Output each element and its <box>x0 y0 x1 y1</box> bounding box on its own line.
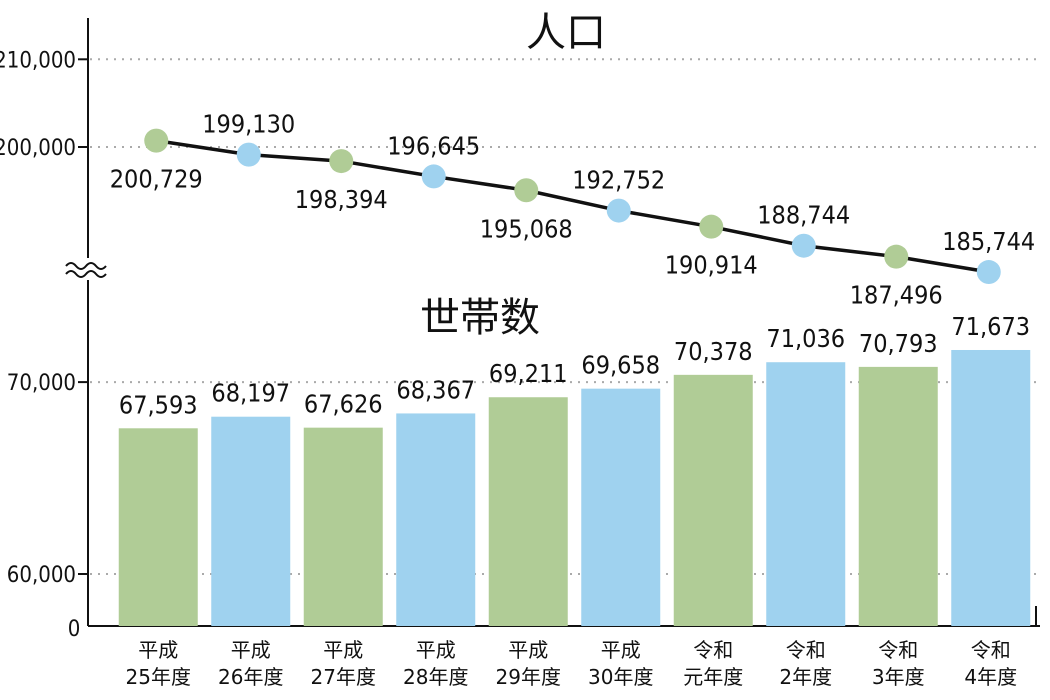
population-value-label: 187,496 <box>850 281 943 310</box>
population-point <box>329 149 354 174</box>
bar-value-label: 67,626 <box>304 390 383 419</box>
population-point <box>421 164 446 189</box>
population-point <box>884 244 909 269</box>
bar-value-label: 67,593 <box>119 390 198 419</box>
x-tick-label-era: 平成 <box>231 638 271 662</box>
bar-value-label: 70,793 <box>859 329 938 358</box>
population-chart-title: 人口 <box>526 10 606 56</box>
x-tick-label-era: 令和 <box>786 638 826 662</box>
population-point <box>699 214 724 239</box>
population-value-label: 198,394 <box>295 185 388 214</box>
axis-break-mark <box>65 262 107 270</box>
population-point <box>791 233 816 258</box>
households-chart-title: 世帯数 <box>420 295 540 341</box>
x-tick-label-year: 26年度 <box>218 665 283 689</box>
bar-value-label: 68,197 <box>211 379 290 408</box>
population-point <box>236 142 261 167</box>
bar <box>396 413 476 626</box>
bar-value-label: 69,211 <box>489 359 568 388</box>
bar <box>673 374 753 626</box>
bar-value-label: 69,658 <box>581 351 660 380</box>
bar <box>118 428 198 626</box>
x-tick-label-year: 28年度 <box>403 665 468 689</box>
bar <box>211 416 291 626</box>
population-point <box>514 178 539 203</box>
y-tick-label: 210,000 <box>0 48 76 73</box>
bar-value-label: 68,367 <box>396 375 475 404</box>
bar-value-label: 71,673 <box>951 312 1030 341</box>
population-value-label: 185,744 <box>942 227 1035 256</box>
population-value-label: 196,645 <box>387 131 480 160</box>
population-value-label: 195,068 <box>480 214 573 243</box>
population-point <box>144 128 169 153</box>
bar <box>303 427 383 626</box>
y-tick-label: 60,000 <box>7 563 76 588</box>
bar <box>581 388 661 626</box>
y-tick-label: 200,000 <box>0 136 76 161</box>
bar <box>951 349 1031 626</box>
population-value-label: 188,744 <box>757 201 850 230</box>
x-tick-label-era: 令和 <box>971 638 1011 662</box>
x-tick-label-year: 25年度 <box>126 665 191 689</box>
x-tick-label-year: 元年度 <box>683 665 743 689</box>
x-tick-label-year: 27年度 <box>311 665 376 689</box>
population-point <box>606 198 631 223</box>
population-value-label: 190,914 <box>665 251 758 280</box>
x-tick-label-era: 平成 <box>508 638 548 662</box>
population-point <box>976 260 1001 285</box>
population-line <box>155 138 990 274</box>
bar <box>858 366 938 626</box>
x-tick-label-era: 平成 <box>601 638 641 662</box>
x-tick-label-era: 平成 <box>138 638 178 662</box>
population-value-label: 199,130 <box>202 110 295 139</box>
x-tick-label-era: 令和 <box>693 638 733 662</box>
label-layer: 67,593 68,197 67,626 68,367 69,211 69,658 70,3… <box>110 110 1035 689</box>
bar <box>488 397 568 626</box>
x-tick-label-year: 2年度 <box>779 665 832 689</box>
line-layer <box>144 128 1001 285</box>
population-value-label: 192,752 <box>572 166 665 195</box>
bar-value-label: 70,378 <box>674 337 753 366</box>
x-tick-label-year: 30年度 <box>588 665 653 689</box>
x-tick-label-era: 平成 <box>323 638 363 662</box>
x-tick-label-year: 3年度 <box>872 665 925 689</box>
x-tick-label-era: 平成 <box>416 638 456 662</box>
y-baseline-label: 0 <box>68 617 81 642</box>
x-tick-label-year: 29年度 <box>496 665 561 689</box>
x-tick-label-year: 4年度 <box>964 665 1017 689</box>
x-tick-label-era: 令和 <box>878 638 918 662</box>
y-tick-label: 70,000 <box>7 371 76 396</box>
bar <box>766 362 846 626</box>
bar-value-label: 71,036 <box>766 324 845 353</box>
bar-layer <box>118 349 1031 626</box>
axis-break-mark <box>65 270 107 278</box>
population-value-label: 200,729 <box>110 165 203 194</box>
